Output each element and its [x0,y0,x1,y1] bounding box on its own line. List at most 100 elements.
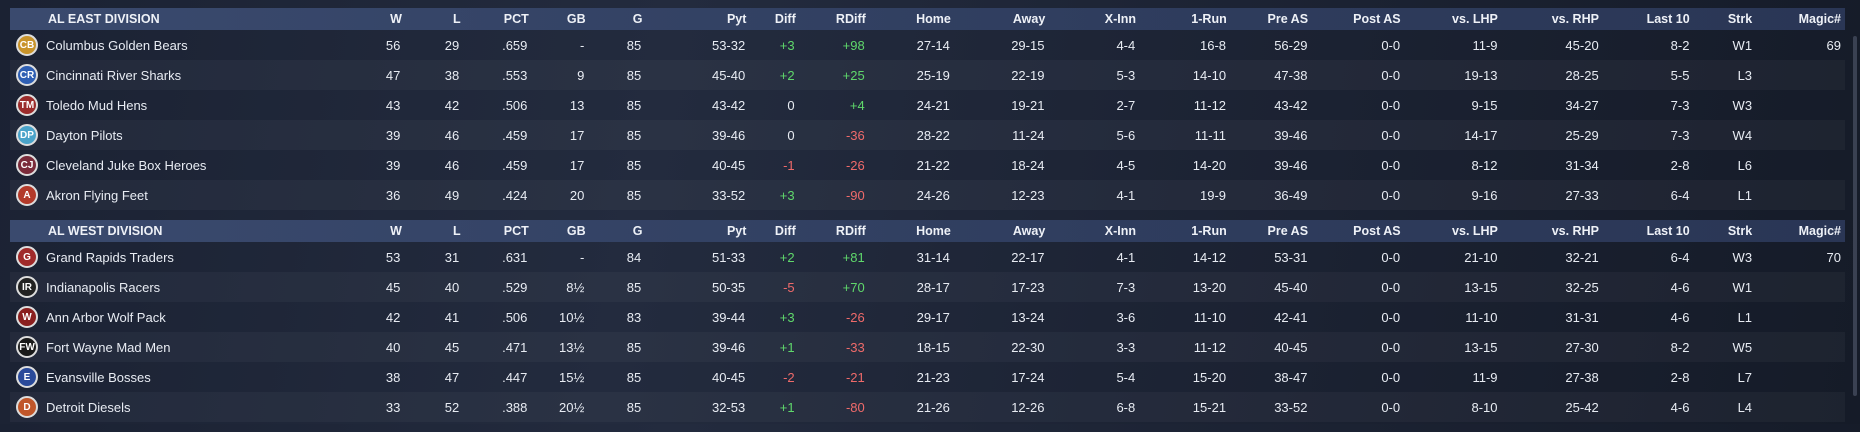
column-header-home[interactable]: Home [916,12,951,26]
cell-g: 85 [626,187,642,203]
team-name-link[interactable]: Akron Flying Feet [46,187,148,203]
team-name-link[interactable]: Dayton Pilots [46,127,123,143]
column-header-gb[interactable]: GB [566,12,586,26]
column-header-away[interactable]: Away [1012,224,1046,238]
cell-gb: 13½ [559,339,585,355]
table-row[interactable]: A Akron Flying Feet 36 49 .424 20 85 33-52 +3 -90… [10,180,1845,210]
table-row[interactable]: G Grand Rapids Traders 53 31 .631 - 84 51-33 +2 +… [10,242,1845,272]
column-header-w[interactable]: W [390,224,402,238]
team-name-link[interactable]: Cincinnati River Sharks [46,67,182,83]
cell-g: 85 [626,127,642,143]
team-name-link[interactable]: Detroit Diesels [46,399,131,415]
cell-postas: 0-0 [1381,399,1401,415]
column-header-rdiff[interactable]: RDiff [835,12,866,26]
cell-xinn: 4-4 [1116,37,1136,53]
column-header-magic[interactable]: Magic# [1798,12,1841,26]
cell-gb: 13 [569,97,585,113]
column-header-diff[interactable]: Diff [774,224,796,238]
cell-rhp: 32-21 [1565,249,1599,265]
cell-xinn: 5-4 [1116,369,1136,385]
column-header-onerun[interactable]: 1-Run [1191,12,1227,26]
column-header-pct[interactable]: PCT [503,12,529,26]
column-header-g[interactable]: G [632,12,643,26]
cell-w: 33 [385,399,401,415]
team-name-link[interactable]: Toledo Mud Hens [46,97,148,113]
table-row[interactable]: CJ Cleveland Juke Box Heroes 39 46 .459 17 85 4… [10,150,1845,180]
column-header-xinn[interactable]: X-Inn [1104,12,1137,26]
team-name-link[interactable]: Ann Arbor Wolf Pack [46,309,166,325]
cell-xinn: 6-8 [1116,399,1136,415]
table-row[interactable]: TM Toledo Mud Hens 43 42 .506 13 85 43-42 0 +4 24-… [10,90,1845,120]
team-name-link[interactable]: Grand Rapids Traders [46,249,174,265]
column-header-onerun[interactable]: 1-Run [1191,224,1227,238]
cell-pct: .459 [502,127,528,143]
column-header-strk[interactable]: Strk [1727,12,1753,26]
table-row[interactable]: D Detroit Diesels 33 52 .388 20½ 85 32-53 +1 -80 2… [10,392,1845,422]
table-row[interactable]: E Evansville Bosses 38 47 .447 15½ 85 40-45 -2 -2… [10,362,1845,392]
column-header-pyt[interactable]: Pyt [726,12,747,26]
column-header-postas[interactable]: Post AS [1353,12,1401,26]
table-row[interactable]: CR Cincinnati River Sharks 47 38 .553 9 85 45-4… [10,60,1845,90]
column-header-diff[interactable]: Diff [774,12,796,26]
column-header-g[interactable]: G [632,224,643,238]
division-name[interactable]: AL WEST DIVISION [48,224,163,238]
table-row[interactable]: DP Dayton Pilots 39 46 .459 17 85 39-46 0 -36 28-2… [10,120,1845,150]
table-row[interactable]: FW Fort Wayne Mad Men 40 45 .471 13½ 85 39-46 +1… [10,332,1845,362]
column-header-lhp[interactable]: vs. LHP [1452,12,1498,26]
vertical-scrollbar[interactable] [1853,36,1857,396]
cell-lhp: 9-15 [1471,97,1498,113]
column-header-lhp[interactable]: vs. LHP [1452,224,1498,238]
column-header-preas[interactable]: Pre AS [1267,224,1309,238]
column-header-away[interactable]: Away [1012,12,1046,26]
cell-onerun: 13-20 [1192,279,1227,295]
cell-magic: 69 [1826,37,1841,53]
cell-strk: W3 [1732,97,1753,113]
table-row[interactable]: W Ann Arbor Wolf Pack 42 41 .506 10½ 83 39-44 +3… [10,302,1845,332]
cell-rhp: 32-25 [1565,279,1599,295]
column-header-l[interactable]: L [452,12,461,26]
cell-gb: 20½ [559,399,585,415]
cell-diff: 0 [787,127,795,143]
team-logo-icon: FW [16,336,38,358]
column-header-last10[interactable]: Last 10 [1646,224,1690,238]
cell-diff: +2 [779,249,795,265]
column-header-magic[interactable]: Magic# [1798,224,1841,238]
team-name-link[interactable]: Columbus Golden Bears [46,37,188,53]
column-header-w[interactable]: W [390,12,402,26]
cell-postas: 0-0 [1381,127,1401,143]
column-header-strk[interactable]: Strk [1727,224,1753,238]
cell-onerun: 15-21 [1192,399,1227,415]
team-name-link[interactable]: Indianapolis Racers [46,279,161,295]
team-name-link[interactable]: Cleveland Juke Box Heroes [46,157,207,173]
cell-postas: 0-0 [1381,97,1401,113]
standings-table: AL EAST DIVISION W L PCT GB G Pyt Diff RDiff Home… [10,8,1845,432]
table-row[interactable]: CB Columbus Golden Bears 56 29 .659 - 85 53-32 +… [10,30,1845,60]
cell-last10: 7-3 [1670,97,1690,113]
column-header-xinn[interactable]: X-Inn [1104,224,1137,238]
column-header-gb[interactable]: GB [566,224,586,238]
table-row[interactable]: IR Indianapolis Racers 45 40 .529 8½ 85 50-35 -5… [10,272,1845,302]
cell-w: 47 [385,67,401,83]
column-header-postas[interactable]: Post AS [1353,224,1401,238]
column-header-rdiff[interactable]: RDiff [835,224,866,238]
cell-rdiff: -36 [845,127,865,143]
cell-postas: 0-0 [1381,369,1401,385]
cell-rhp: 31-34 [1565,157,1599,173]
team-cell: G Grand Rapids Traders [10,246,359,268]
column-header-rhp[interactable]: vs. RHP [1551,224,1599,238]
column-header-l[interactable]: L [452,224,461,238]
column-header-pyt[interactable]: Pyt [726,224,747,238]
column-header-pct[interactable]: PCT [503,224,529,238]
team-name-link[interactable]: Fort Wayne Mad Men [46,339,171,355]
cell-last10: 5-5 [1670,67,1690,83]
cell-last10: 8-2 [1670,37,1690,53]
division-name[interactable]: AL EAST DIVISION [48,12,160,26]
team-name-link[interactable]: Evansville Bosses [46,369,151,385]
cell-postas: 0-0 [1381,187,1401,203]
column-header-last10[interactable]: Last 10 [1646,12,1690,26]
column-header-rhp[interactable]: vs. RHP [1551,12,1599,26]
cell-last10: 4-6 [1670,399,1690,415]
column-header-home[interactable]: Home [916,224,951,238]
team-cell: E Evansville Bosses [10,366,359,388]
column-header-preas[interactable]: Pre AS [1267,12,1309,26]
